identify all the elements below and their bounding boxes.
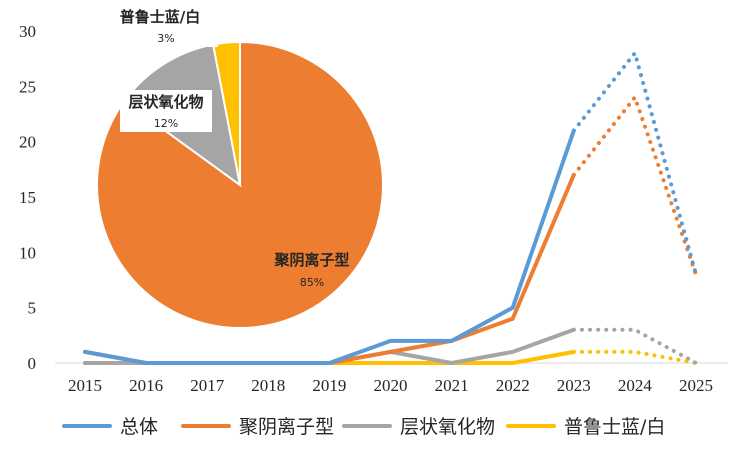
series-line-forecast [571, 349, 698, 365]
legend-label: 总体 [120, 416, 158, 438]
x-tick-label: 2021 [435, 376, 469, 395]
y-tick-label: 0 [28, 354, 37, 373]
line-series [83, 48, 698, 365]
y-tick-label: 20 [19, 133, 36, 152]
x-axis: 2015 2016 2017 2018 2019 2020 2021 2022 2023 2024… [55, 362, 728, 395]
pie-slice [96, 40, 384, 329]
x-tick-label: 2018 [251, 376, 285, 395]
pie-slice-label: 普鲁士蓝/白 [120, 8, 200, 26]
x-tick-label: 2022 [496, 376, 530, 395]
x-tick-label: 2019 [312, 376, 346, 395]
x-tick-label: 2017 [190, 376, 225, 395]
pie-label-background [120, 90, 212, 132]
pie-label-background [114, 5, 218, 47]
series-line-forecast [571, 93, 698, 277]
pie-slice-percent: 3% [157, 32, 174, 45]
legend: 总体 聚阴离子型 层状氧化物 普鲁士蓝/白 [62, 416, 665, 438]
y-tick-label: 30 [19, 22, 36, 41]
x-tick-label: 2023 [557, 376, 591, 395]
x-tick-label: 2024 [618, 376, 653, 395]
x-tick-label: 2025 [679, 376, 713, 395]
y-tick-label: 25 [19, 77, 36, 96]
y-axis: 0 5 10 15 20 25 30 [19, 22, 36, 373]
pie-chart [96, 40, 384, 329]
pie-slice-percent: 12% [154, 117, 178, 130]
pie-slice-percent: 85% [300, 276, 324, 289]
pie-slice-label: 聚阴离子型 [273, 251, 349, 269]
series-line-forecast [571, 48, 698, 277]
series-line-actual [83, 128, 576, 365]
pie-labels: 聚阴离子型 85% 层状氧化物 12% 普鲁士蓝/白 3% [114, 5, 350, 289]
legend-label: 普鲁士蓝/白 [564, 416, 665, 438]
series-line-actual [83, 327, 576, 365]
legend-label: 聚阴离子型 [239, 416, 334, 438]
pie-slice-label: 层状氧化物 [128, 93, 203, 111]
x-tick-label: 2020 [374, 376, 408, 395]
x-tick-label: 2015 [68, 376, 102, 395]
y-tick-label: 5 [28, 299, 37, 318]
y-tick-label: 15 [19, 188, 36, 207]
x-tick-label: 2016 [129, 376, 163, 395]
legend-label: 层状氧化物 [400, 416, 495, 438]
y-tick-label: 10 [19, 243, 36, 262]
